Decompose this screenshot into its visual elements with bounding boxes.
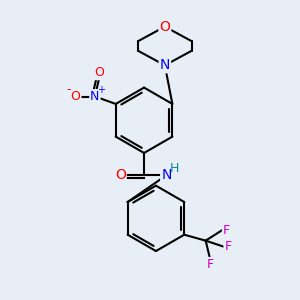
- Text: F: F: [207, 258, 214, 271]
- Text: +: +: [98, 85, 106, 95]
- Text: F: F: [223, 224, 230, 237]
- Text: N: N: [161, 168, 172, 182]
- Text: N: N: [90, 90, 100, 103]
- Text: O: O: [71, 90, 81, 103]
- Text: F: F: [224, 240, 232, 253]
- Text: N: N: [160, 58, 170, 72]
- Text: O: O: [159, 20, 170, 34]
- Text: O: O: [115, 168, 126, 182]
- Text: H: H: [170, 162, 179, 175]
- Text: O: O: [94, 66, 104, 79]
- Text: -: -: [66, 83, 70, 97]
